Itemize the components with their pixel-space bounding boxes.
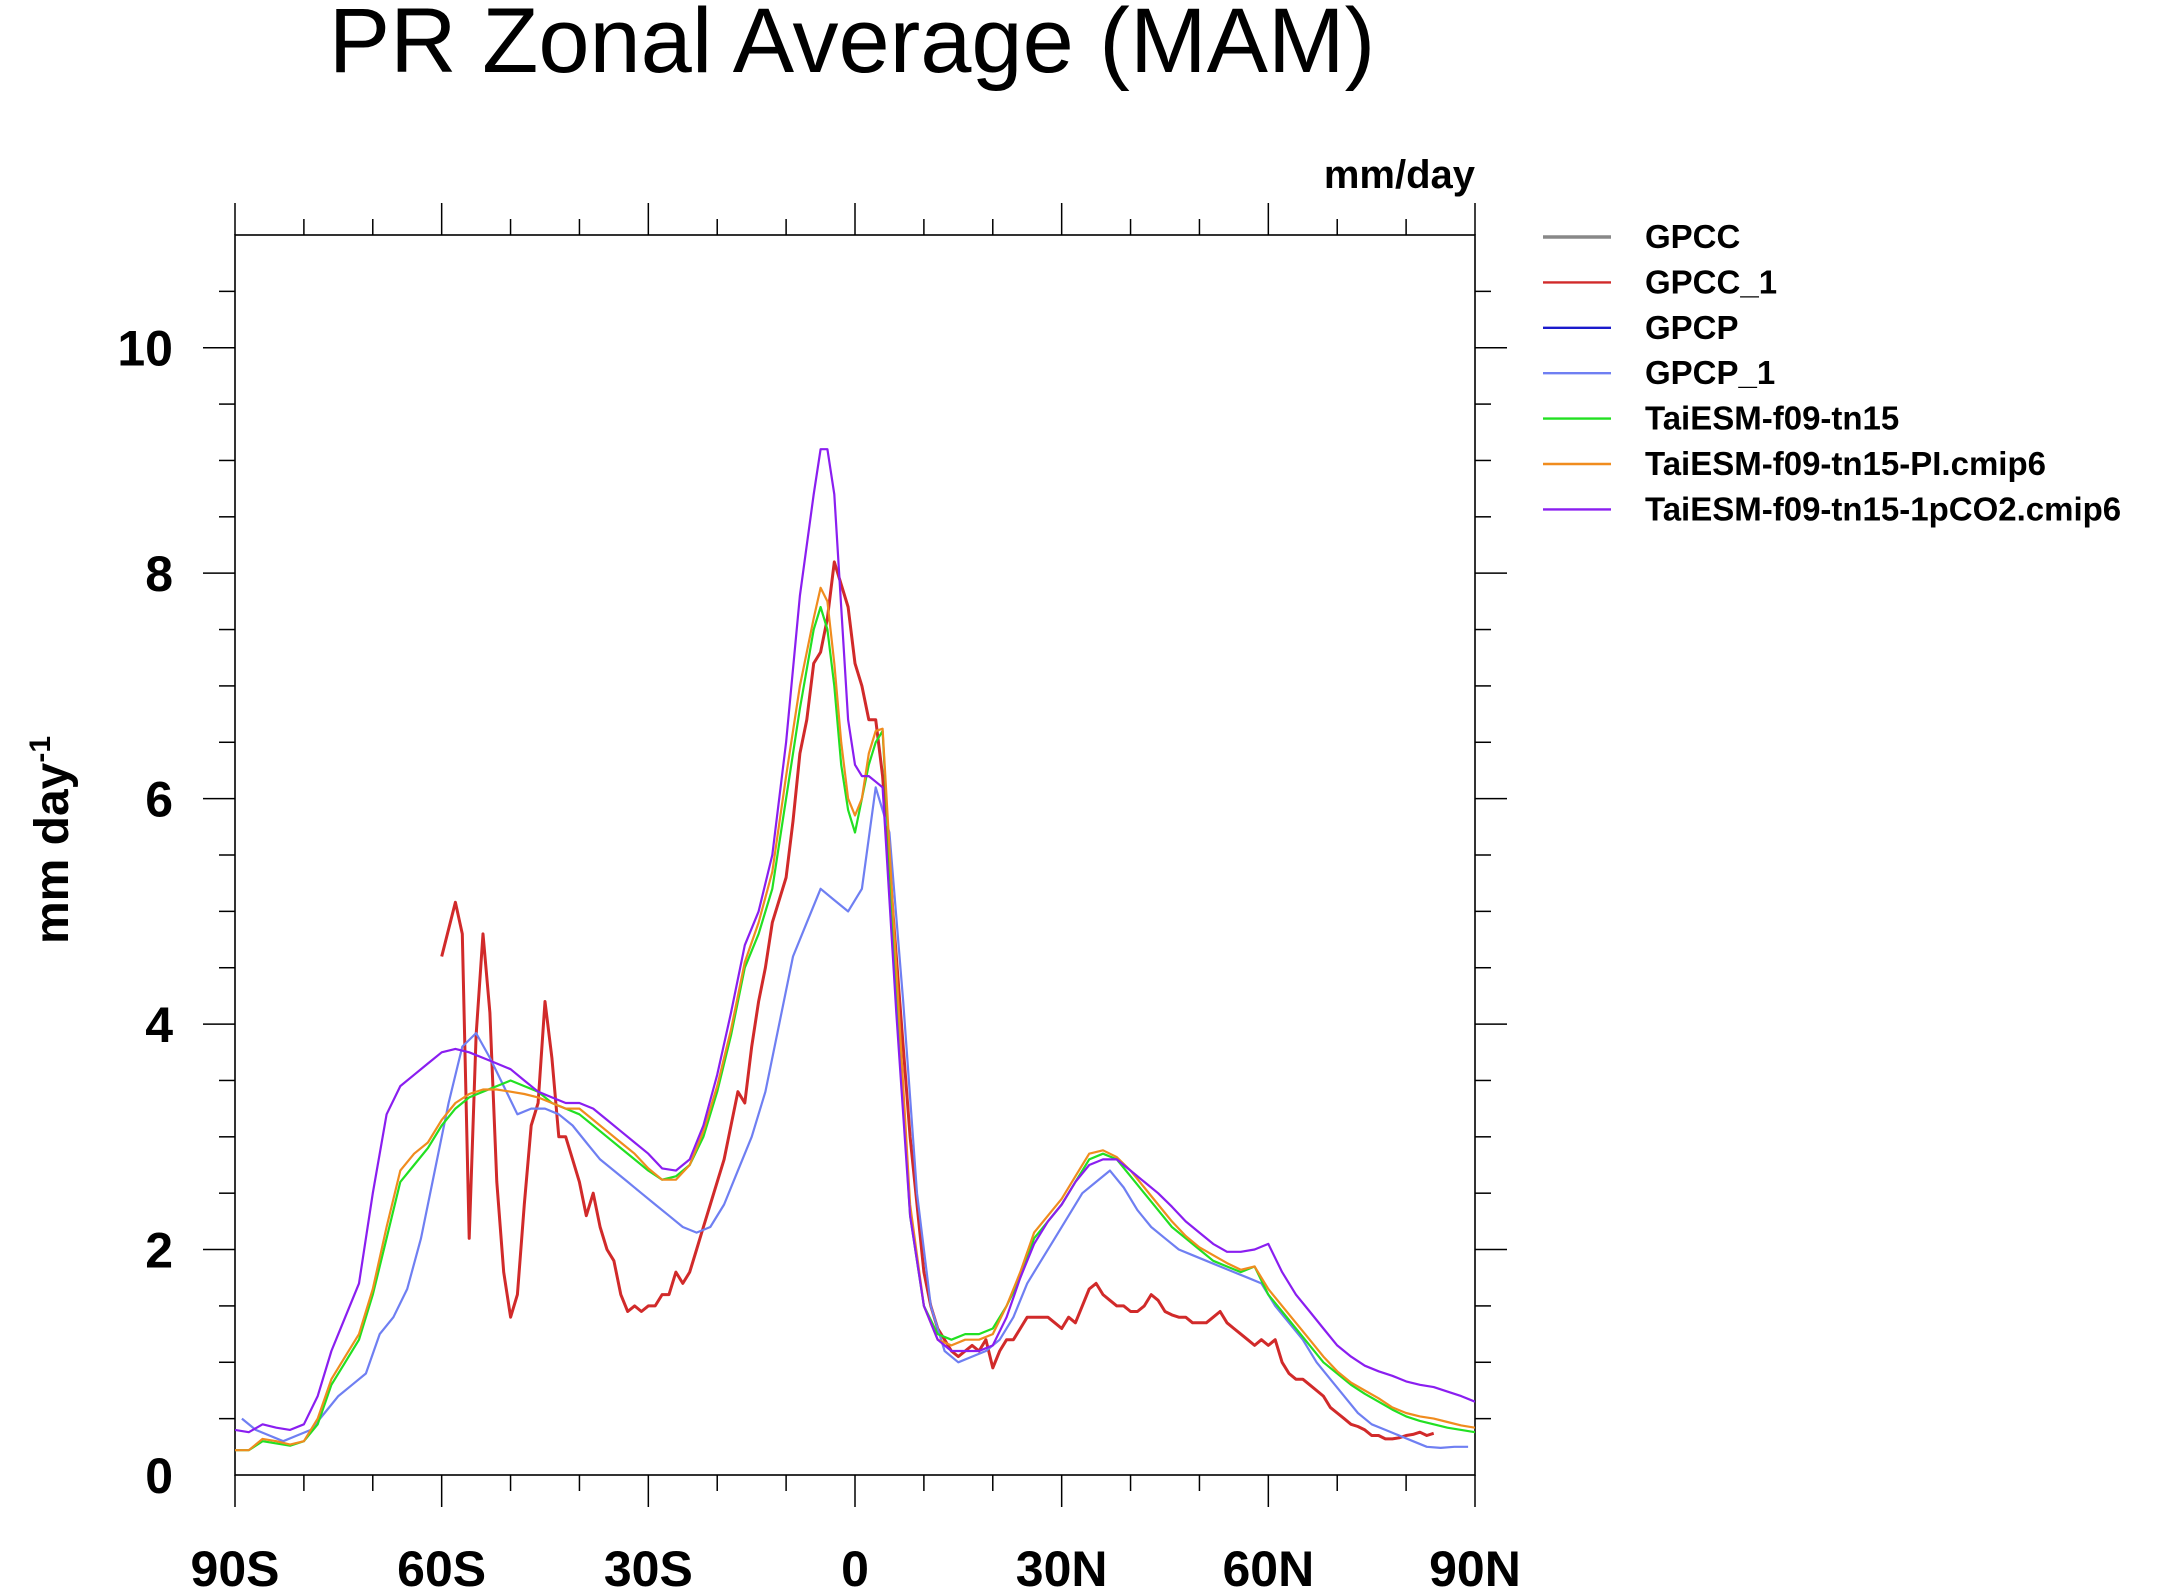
units-label: mm/day — [1324, 153, 1476, 197]
x-tick-label: 60S — [397, 1541, 486, 1595]
legend-label: GPCC — [1645, 218, 1740, 255]
legend-label: GPCP — [1645, 309, 1739, 346]
chart-title: PR Zonal Average (MAM) — [329, 0, 1375, 92]
svg-text:mm day-1: mm day-1 — [24, 736, 79, 944]
legend-label: GPCP_1 — [1645, 354, 1775, 391]
y-tick-label: 4 — [145, 997, 173, 1053]
y-tick-label: 0 — [145, 1448, 173, 1504]
x-tick-label: 90S — [191, 1541, 280, 1595]
y-tick-label: 8 — [145, 546, 173, 602]
axes — [203, 203, 1507, 1507]
y-tick-label: 10 — [117, 321, 173, 377]
y-tick-label: 2 — [145, 1223, 173, 1279]
legend-label: TaiESM-f09-tn15-PI.cmip6 — [1645, 445, 2046, 482]
x-tick-label: 0 — [841, 1541, 869, 1595]
legend-label: TaiESM-f09-tn15-1pCO2.cmip6 — [1645, 490, 2121, 527]
plot-frame — [234, 234, 1476, 1476]
series-lines — [235, 448, 1475, 1452]
series-line — [235, 448, 1475, 1434]
tick-labels: 0 2 4 6 8 10 90S 60S 30S 0 30N 60N 90N — [117, 321, 1520, 1595]
legend-label: GPCC_1 — [1645, 263, 1777, 300]
legend-label: TaiESM-f09-tn15 — [1645, 400, 1899, 437]
series-line — [235, 586, 1475, 1452]
y-axis-title-superscript: -1 — [24, 736, 57, 763]
x-tick-label: 30N — [1016, 1541, 1108, 1595]
x-tick-label: 60N — [1222, 1541, 1314, 1595]
y-axis-title: mm day-1 — [24, 736, 79, 944]
y-axis-title-text: mm day — [26, 762, 79, 944]
x-tick-label: 90N — [1429, 1541, 1521, 1595]
series-line — [440, 560, 1435, 1441]
legend: GPCC GPCC_1 GPCP GPCP_1 TaiESM-f09-tn15 TaiES… — [1543, 218, 2121, 527]
x-tick-label: 30S — [604, 1541, 693, 1595]
y-tick-label: 6 — [145, 772, 173, 828]
series-line — [241, 786, 1469, 1449]
